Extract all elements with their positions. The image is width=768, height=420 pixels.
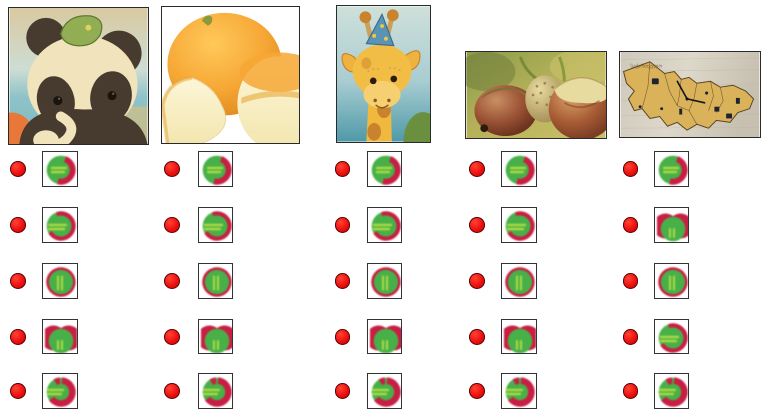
svg-text:საქართველო: საქართველო <box>630 63 662 70</box>
